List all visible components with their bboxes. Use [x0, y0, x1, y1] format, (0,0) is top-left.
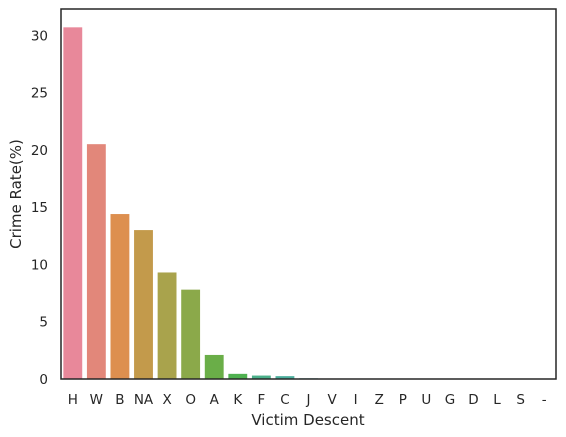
bar-c: [275, 376, 295, 379]
x-tick-label: U: [421, 392, 431, 408]
x-tick-label: X: [162, 392, 171, 408]
x-tick-label: C: [280, 392, 289, 408]
x-tick-label: P: [399, 392, 407, 408]
bar-x: [157, 272, 177, 379]
x-tick-label: F: [257, 392, 265, 408]
x-tick-label: NA: [134, 392, 154, 408]
bar-k: [228, 373, 248, 379]
bar-w: [86, 144, 106, 379]
y-tick-label: 5: [39, 315, 48, 331]
x-tick-label: O: [185, 392, 196, 408]
x-tick-label: K: [233, 392, 243, 408]
x-axis-label: Victim Descent: [251, 411, 364, 429]
x-tick-label: L: [493, 392, 501, 408]
x-axis-ticks: H W B NA X O A K F C J V I Z P U G D L S -: [68, 392, 547, 408]
x-tick-label: V: [327, 392, 337, 408]
plot-frame: [60, 8, 557, 380]
x-tick-label: S: [516, 392, 525, 408]
x-tick-label: Z: [375, 392, 384, 408]
bar-f: [251, 375, 271, 379]
bar-h: [63, 27, 83, 380]
y-tick-label: 30: [31, 28, 48, 44]
y-tick-label: 10: [31, 257, 48, 273]
x-tick-label: G: [445, 392, 455, 408]
x-tick-label: J: [306, 392, 311, 408]
x-tick-label: W: [90, 392, 103, 408]
y-tick-label: 0: [39, 372, 48, 388]
x-tick-label: D: [468, 392, 478, 408]
bar-na: [134, 230, 153, 379]
bar-o: [181, 289, 201, 379]
y-axis-label: Crime Rate(%): [7, 139, 25, 249]
bar-b: [110, 214, 130, 379]
x-tick-label: B: [115, 392, 124, 408]
y-axis-ticks: 0 5 10 15 20 25 30: [31, 28, 48, 388]
y-tick-label: 15: [31, 200, 48, 216]
y-tick-label: 25: [31, 86, 48, 102]
x-tick-label: H: [68, 392, 78, 408]
x-tick-label: -: [542, 392, 547, 408]
y-tick-label: 20: [31, 143, 48, 159]
bars: [63, 27, 554, 380]
bar-a: [204, 354, 224, 379]
x-tick-label: I: [354, 392, 358, 408]
x-tick-label: A: [210, 392, 220, 408]
